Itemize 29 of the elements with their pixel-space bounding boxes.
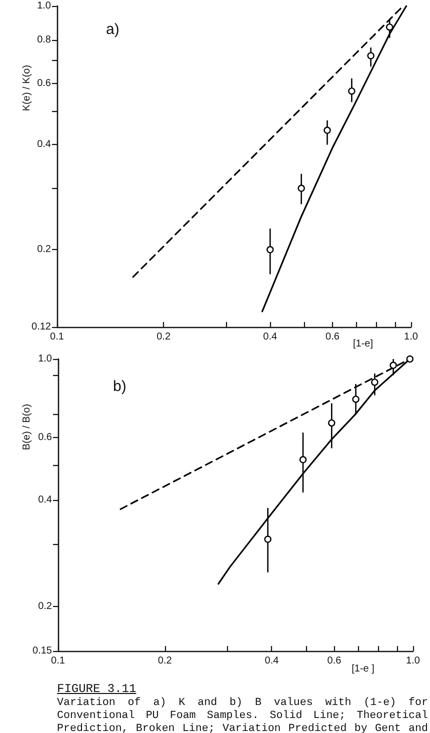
y-tick-label: 0.4: [38, 494, 52, 506]
x-tick-label: 0.4: [264, 656, 280, 666]
x-axis-title: [1-e]: [352, 338, 374, 350]
y-tick-label: 0.8: [37, 34, 52, 46]
y-tick-label: 0.2: [37, 244, 52, 256]
x-tick-label: 1.0: [404, 332, 418, 342]
x-tick-label: 0.6: [327, 656, 342, 666]
x-tick-label: 0.6: [326, 332, 340, 342]
y-tick-label: 0.12: [32, 322, 52, 332]
y-tick-label: 0.6: [37, 78, 52, 89]
y-tick-label: 1.0: [38, 354, 52, 364]
x-tick-label: 0.2: [158, 656, 172, 666]
x-tick-label: 0.1: [50, 332, 64, 342]
text: b): [113, 378, 126, 395]
x-tick-label: 0.1: [51, 656, 66, 666]
y-axis-title: K(e) / K(o): [22, 64, 32, 112]
caption: FIGURE 3.11: [57, 682, 136, 696]
y-tick-label: 1.0: [37, 0, 52, 12]
y-tick-label: 0.2: [38, 601, 52, 612]
y-tick-label: 0.6: [38, 432, 52, 444]
x-tick-label: 1.0: [406, 656, 420, 666]
text: Variation of a) K and b) B values with (1-e) for Conventional PU Foam Samples. Solid Line; Theoretical Prediction, Broken Line; Variation Predicted by Gent and: [57, 697, 428, 733]
y-axis-title: B(e) / B(o): [22, 404, 32, 450]
x-tick-label: 0.2: [156, 332, 171, 342]
y-tick-label: 0.4: [37, 139, 52, 150]
text: a): [106, 21, 120, 38]
x-axis-title: [1-e ]: [352, 664, 375, 674]
x-tick-label: 0.4: [263, 332, 278, 342]
y-tick-label: 0.15: [32, 646, 52, 656]
